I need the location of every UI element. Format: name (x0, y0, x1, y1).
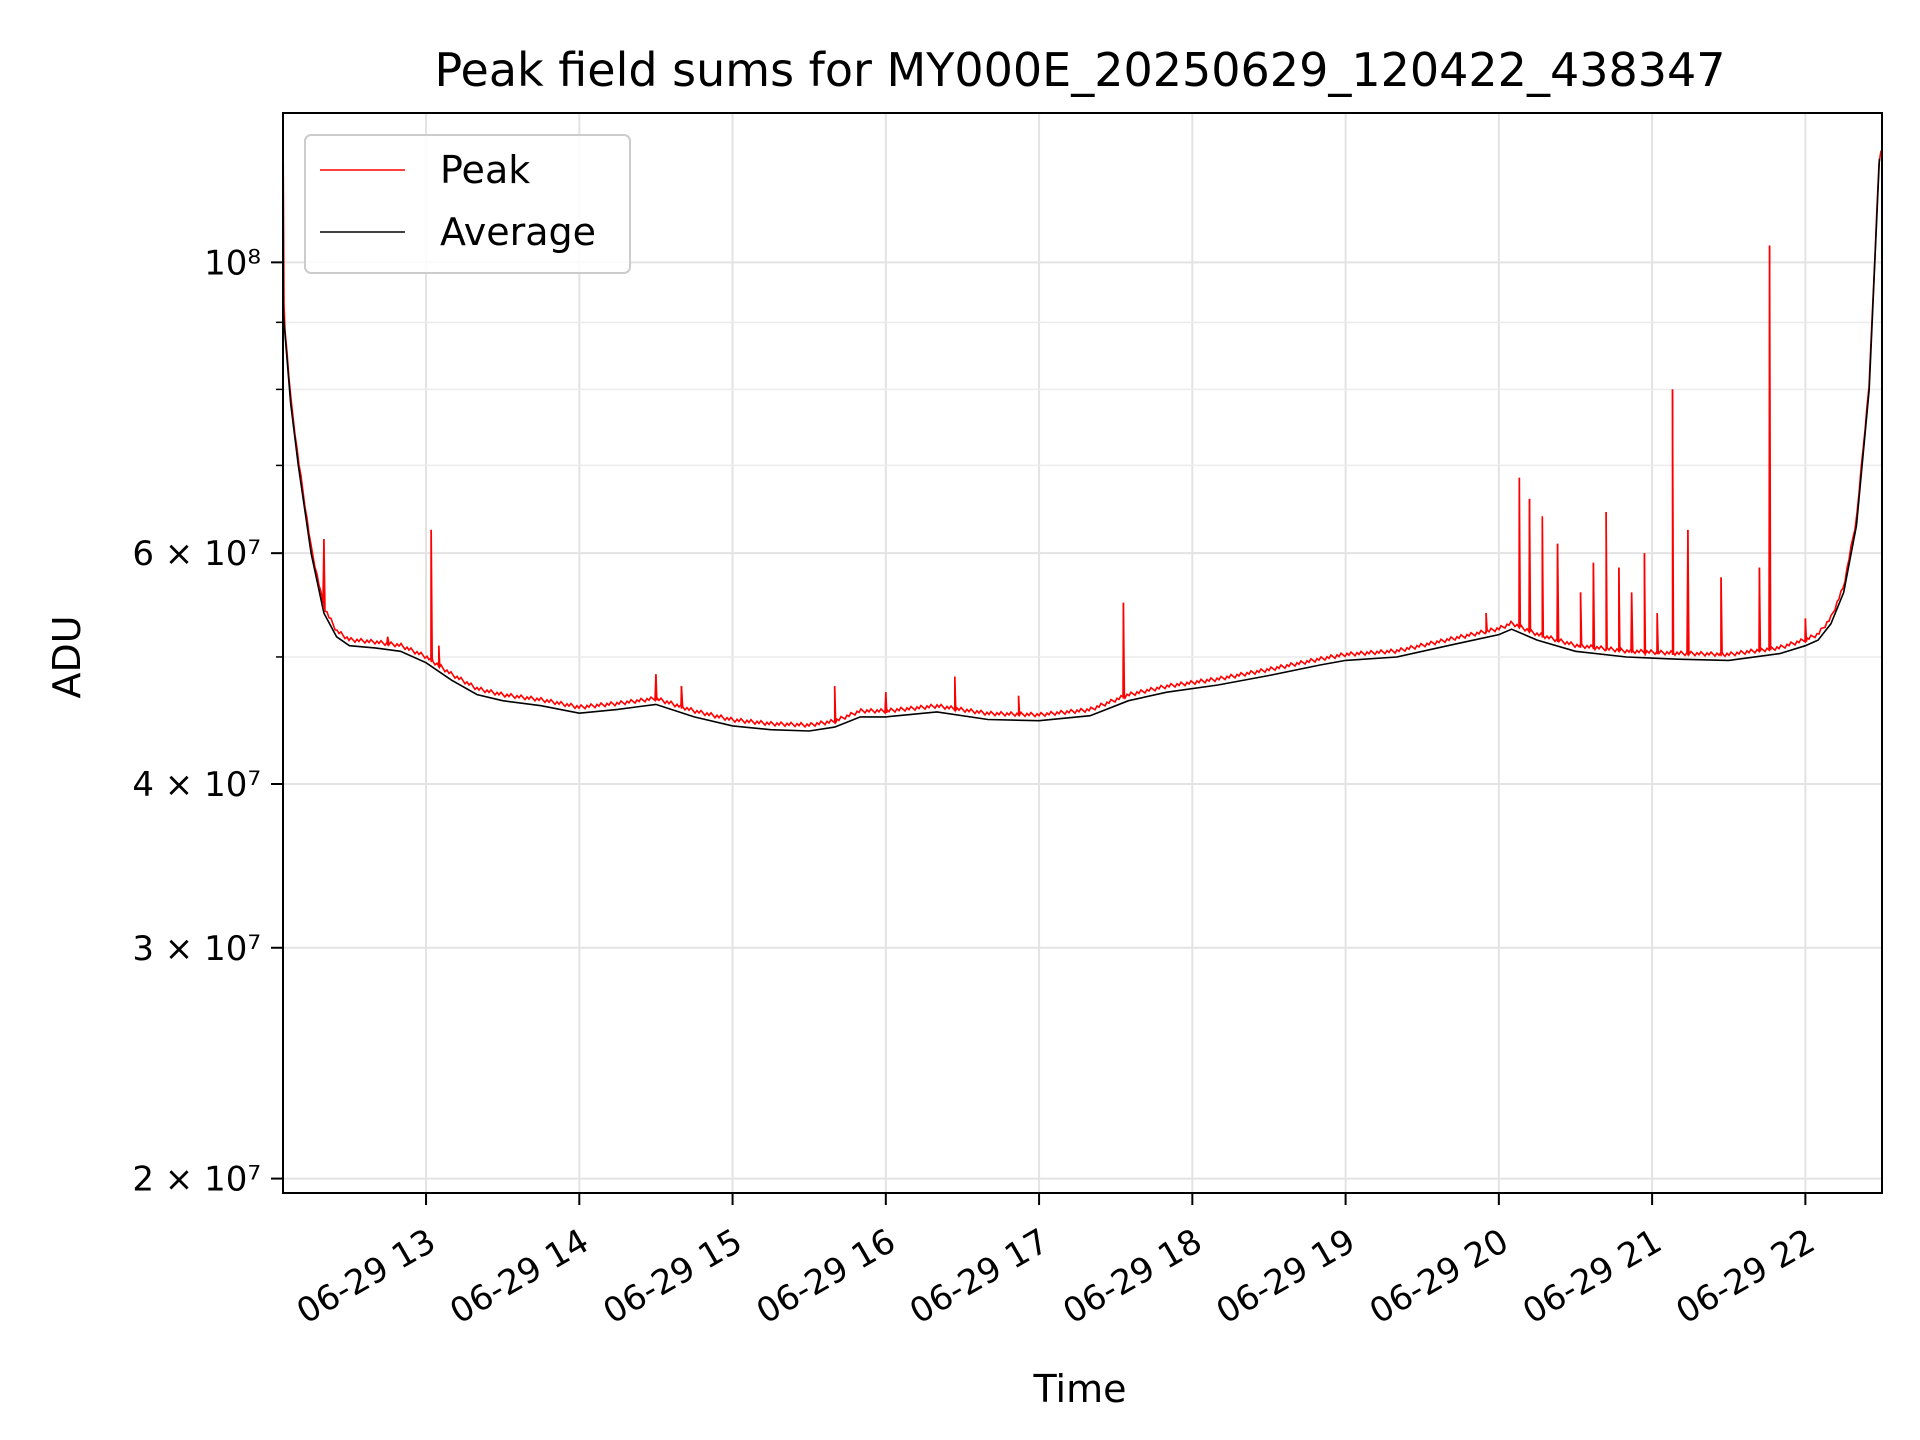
y-tick-label: 10⁸ (204, 243, 261, 283)
y-tick-label: 3 × 10⁷ (132, 929, 261, 969)
legend-label-peak: Peak (440, 148, 530, 192)
legend-label-average: Average (440, 210, 596, 254)
grid-lines (283, 113, 1882, 1193)
series-peak-line (282, 121, 1882, 729)
y-tick-label: 6 × 10⁷ (132, 534, 261, 574)
y-axis-title: ADU (45, 615, 89, 698)
legend: Peak Average (304, 134, 631, 274)
x-axis-title: Time (1033, 1367, 1127, 1411)
chart-title: Peak field sums for MY000E_20250629_1204… (434, 43, 1725, 97)
plot-frame (282, 112, 1883, 1194)
series-average-line (282, 158, 1881, 732)
y-tick-label: 2 × 10⁷ (132, 1160, 261, 1200)
y-tick-label: 4 × 10⁷ (132, 765, 261, 805)
